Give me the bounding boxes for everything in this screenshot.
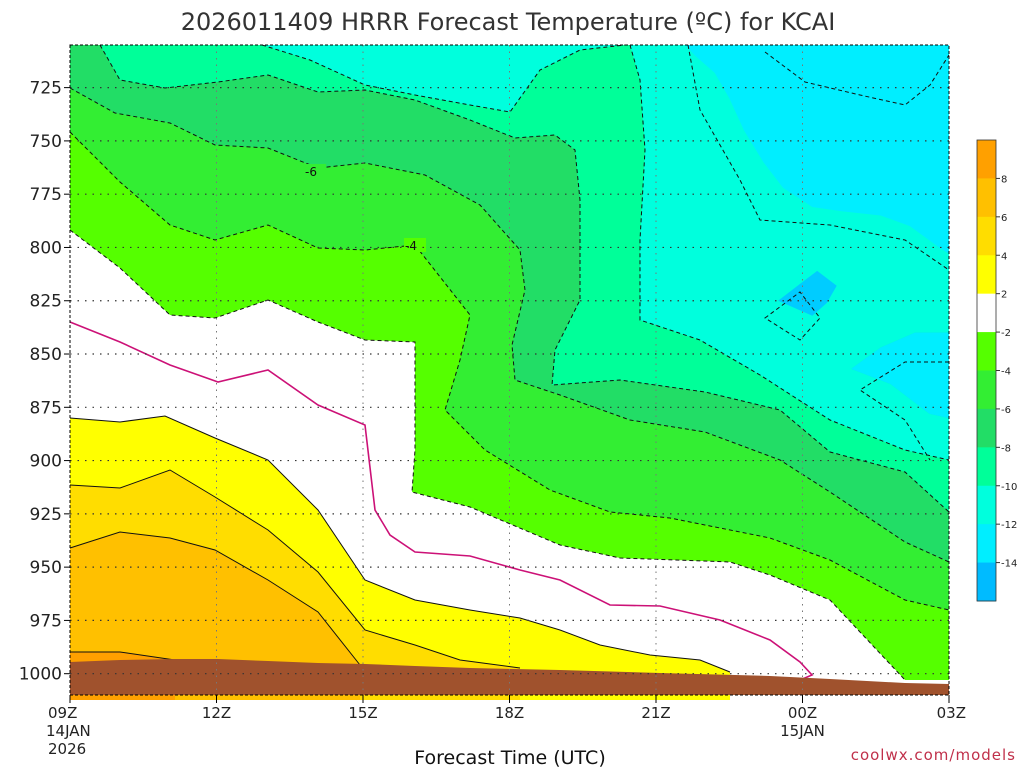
colorbar-tick-label: -6 [1001, 405, 1011, 416]
contour-minus-2 [69, 229, 906, 681]
contour-lines-solid [69, 415, 731, 673]
y-tick-label: 850 [30, 345, 62, 365]
colorbar-tick-label: -14 [1001, 559, 1017, 570]
y-tick-label: 775 [30, 185, 62, 205]
x-tick-label: 09Z [48, 704, 77, 722]
y-tick-label: 950 [30, 558, 62, 578]
x-tick-year: 2026 [48, 740, 86, 758]
chart-title: 2026011409 HRRR Forecast Temperature (ºC… [181, 8, 836, 36]
contour-minus-8 [99, 44, 950, 513]
colorbar-swatch [977, 140, 996, 179]
contour-plus-6 [69, 531, 361, 666]
y-tick-label: 1000 [19, 665, 62, 685]
y-tick-label: 900 [30, 452, 62, 472]
colorbar-tick-label: 8 [1001, 174, 1007, 185]
y-tick-label: 825 [30, 292, 62, 312]
contour-label-minus-6: -6 [305, 165, 317, 179]
colorbar-swatch [977, 255, 996, 295]
x-tick-label: 15Z [348, 704, 377, 722]
x-tick-label: 12Z [202, 704, 231, 722]
y-tick-label: 925 [30, 505, 62, 525]
contour-minus-12 [687, 44, 950, 461]
temperature-bands [70, 45, 949, 680]
band-0-2 [778, 270, 837, 316]
plot-area: -6 -4 [69, 44, 950, 700]
colorbar-tick-label: -8 [1001, 443, 1011, 454]
colorbar-tick-label: -10 [1001, 482, 1017, 493]
colorbar-swatch [977, 485, 996, 525]
colorbar-swatch [977, 370, 996, 410]
colorbar-swatch [977, 332, 996, 371]
contour-plus-4 [69, 469, 521, 669]
y-tick-label: 750 [30, 132, 62, 152]
contour-minus-10 [261, 44, 950, 461]
colorbar-tick-label: -4 [1001, 367, 1011, 378]
x-tick-label: 00Z [788, 704, 817, 722]
y-tick-label: 875 [30, 398, 62, 418]
band-1-0 [685, 45, 949, 254]
contour-minus-14 [764, 51, 950, 341]
colorbar-swatch [977, 216, 996, 256]
colorbar-tick-label: 6 [1001, 213, 1007, 224]
x-axis-label: Forecast Time (UTC) [414, 747, 605, 768]
colorbar: 8 6 4 2 -2 -4 -6 -8 -10 -12 -14 [976, 139, 1017, 602]
x-tick-label: 18Z [495, 704, 524, 722]
colorbar-tick-label: -12 [1001, 520, 1017, 531]
contour-label-minus-4: -4 [405, 239, 417, 253]
colorbar-tick-label: -2 [1001, 328, 1011, 339]
x-tick-label: 03Z [937, 704, 966, 722]
freezing-line [69, 321, 814, 681]
contour-plus-2 [69, 415, 731, 673]
y-axis: 725 750 775 800 825 850 875 900 925 950 975 1000 [19, 79, 70, 685]
colorbar-swatch [977, 524, 996, 564]
colorbar-swatch [977, 408, 996, 448]
contour-plus-8 [70, 651, 176, 661]
credit-text: coolwx.com/models [851, 746, 1016, 764]
grid-lines [70, 45, 949, 695]
contour-label-bg-2 [404, 238, 426, 252]
plot-frame [69, 44, 950, 696]
contour-minus-4 [69, 131, 950, 611]
colorbar-tick-label: 4 [1001, 251, 1007, 262]
y-tick-label: 725 [30, 79, 62, 99]
y-tick-label: 800 [30, 238, 62, 258]
colorbar-swatch [977, 293, 996, 333]
band-1-1 [851, 332, 949, 418]
colorbar-swatch [977, 562, 996, 602]
x-tick-date: 14JAN [46, 722, 91, 740]
x-tick-date: 15JAN [780, 722, 825, 740]
x-tick-label: 21Z [641, 704, 670, 722]
contour-label-bg-1 [304, 164, 326, 178]
contour-minus-6 [69, 87, 950, 563]
colorbar-swatch [977, 447, 996, 487]
colorbar-swatch [977, 178, 996, 218]
y-tick-label: 975 [30, 611, 62, 631]
colorbar-tick-label: 2 [1001, 290, 1007, 301]
contour-lines-dashed [69, 44, 950, 681]
band-below-minus-12 [685, 45, 949, 418]
